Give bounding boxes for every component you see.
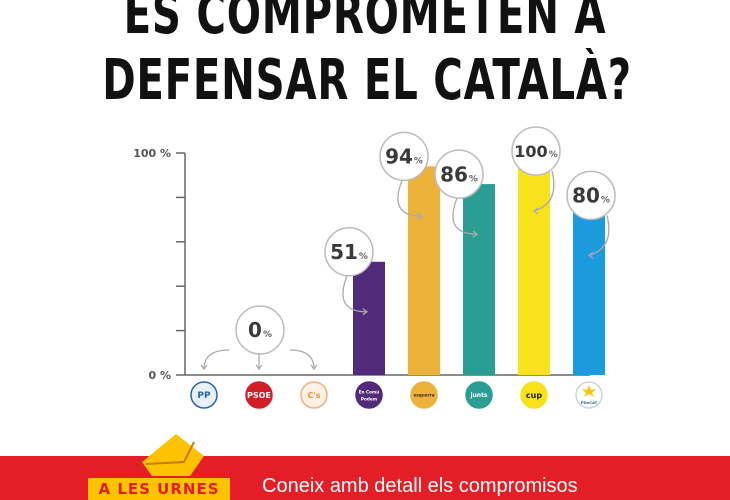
logo-text: En Comú <box>359 390 380 395</box>
bar-chart: 0 %100 % 0%51%94%86%100%80% PP PSOE C's En … <box>133 126 616 409</box>
logo-circle <box>410 381 438 409</box>
arrow-line <box>588 215 610 257</box>
bubble-circle <box>324 227 374 277</box>
bubble-percent: % <box>469 174 478 184</box>
logo-en-com-podem: En Comú Podem <box>355 381 383 409</box>
arrow-head <box>255 364 263 371</box>
bubble-number: 94 <box>385 145 413 169</box>
logo-circle <box>575 381 603 409</box>
bar-junts <box>463 184 495 375</box>
logo-text: cup <box>526 391 542 400</box>
logo-circle <box>355 381 383 409</box>
logo-cup: cup <box>520 381 548 409</box>
logo-text: esquerra <box>413 392 434 397</box>
bar-en-com-podem <box>353 261 385 375</box>
bubble-value: 0% <box>248 318 272 342</box>
value-bubbles: 0%51%94%86%100%80% <box>200 126 616 371</box>
value-bubble: 0% <box>200 305 318 371</box>
footer-badge[interactable]: A LES URNES <box>88 478 230 500</box>
bubble-number: 51 <box>330 240 358 264</box>
y-tick-label-min: 0 % <box>148 369 171 382</box>
arrow-line <box>452 197 478 235</box>
arrow-line <box>397 180 423 217</box>
bubble-circle <box>434 149 484 199</box>
logo-text: PDeCAT <box>581 400 598 405</box>
title-line-1: ES COMPROMETEN A <box>123 0 607 47</box>
logo-c-s: C's <box>300 381 328 409</box>
bubble-percent: % <box>549 150 558 160</box>
footer-text[interactable]: Coneix amb detall els compromisos <box>262 475 578 497</box>
arrow-head <box>472 230 479 238</box>
bubble-circle <box>511 126 561 176</box>
bubble-value: 80% <box>572 184 610 208</box>
logo-text: Podem <box>361 397 378 402</box>
bar-pdecat <box>573 197 605 375</box>
logo-circle <box>520 381 548 409</box>
bubble-percent: % <box>263 330 272 340</box>
logo-circle <box>245 381 273 409</box>
bubble-circle <box>379 131 429 182</box>
logo-text: junts <box>469 392 487 399</box>
value-bubble: 51% <box>324 227 374 316</box>
arrow-line <box>342 275 368 313</box>
logo-text: PP <box>197 391 211 401</box>
logo-esquerra: esquerra <box>410 381 438 409</box>
bubble-circle <box>566 170 616 221</box>
arrow-line <box>533 170 555 212</box>
star-icon <box>582 385 596 397</box>
bubble-value: 94% <box>385 145 423 169</box>
bubble-value: 51% <box>330 240 368 264</box>
logo-circle <box>465 381 493 409</box>
logo-junts: junts <box>465 381 493 409</box>
arrow-head <box>362 308 369 316</box>
bubble-percent: % <box>601 196 610 206</box>
value-bubble: 94% <box>379 131 429 220</box>
party-logos: PP PSOE C's En Comú Podem esquerra junts cup PDe… <box>190 381 603 409</box>
bar-esquerra <box>408 166 440 375</box>
logo-text: PSOE <box>247 391 271 400</box>
bubble-percent: % <box>359 252 368 262</box>
bubble-value: 86% <box>440 162 478 186</box>
arrow-head <box>532 207 539 215</box>
logo-circle <box>190 381 218 409</box>
arrow-head <box>587 251 594 259</box>
logo-circle <box>300 381 328 409</box>
title-line-2: DEFENSAR EL CATALÀ? <box>102 48 632 113</box>
bubble-number: 80 <box>572 184 600 208</box>
arrow-line <box>289 349 315 370</box>
logo-pp: PP <box>190 381 218 409</box>
bubble-percent: % <box>414 157 423 167</box>
bubble-number: 86 <box>440 162 468 186</box>
arrow-head <box>310 364 318 371</box>
value-bubble: 100% <box>511 126 561 215</box>
logo-psoe: PSOE <box>245 381 273 409</box>
arrow-line <box>203 349 230 370</box>
bars <box>353 153 605 375</box>
logo-pdecat: PDeCAT <box>575 381 603 409</box>
bubble-number: 100 <box>514 142 547 161</box>
y-tick-label-max: 100 % <box>133 147 171 160</box>
arrow-head <box>417 212 424 220</box>
bubble-number: 0 <box>248 318 262 342</box>
logo-text: C's <box>307 391 320 400</box>
ballot-envelope-icon <box>142 434 204 476</box>
bar-cup <box>518 153 550 375</box>
bubble-circle <box>235 305 285 355</box>
arrow-head <box>200 364 208 371</box>
bubble-value: 100% <box>514 142 557 161</box>
value-bubble: 80% <box>566 170 616 259</box>
value-bubble: 86% <box>434 149 484 238</box>
